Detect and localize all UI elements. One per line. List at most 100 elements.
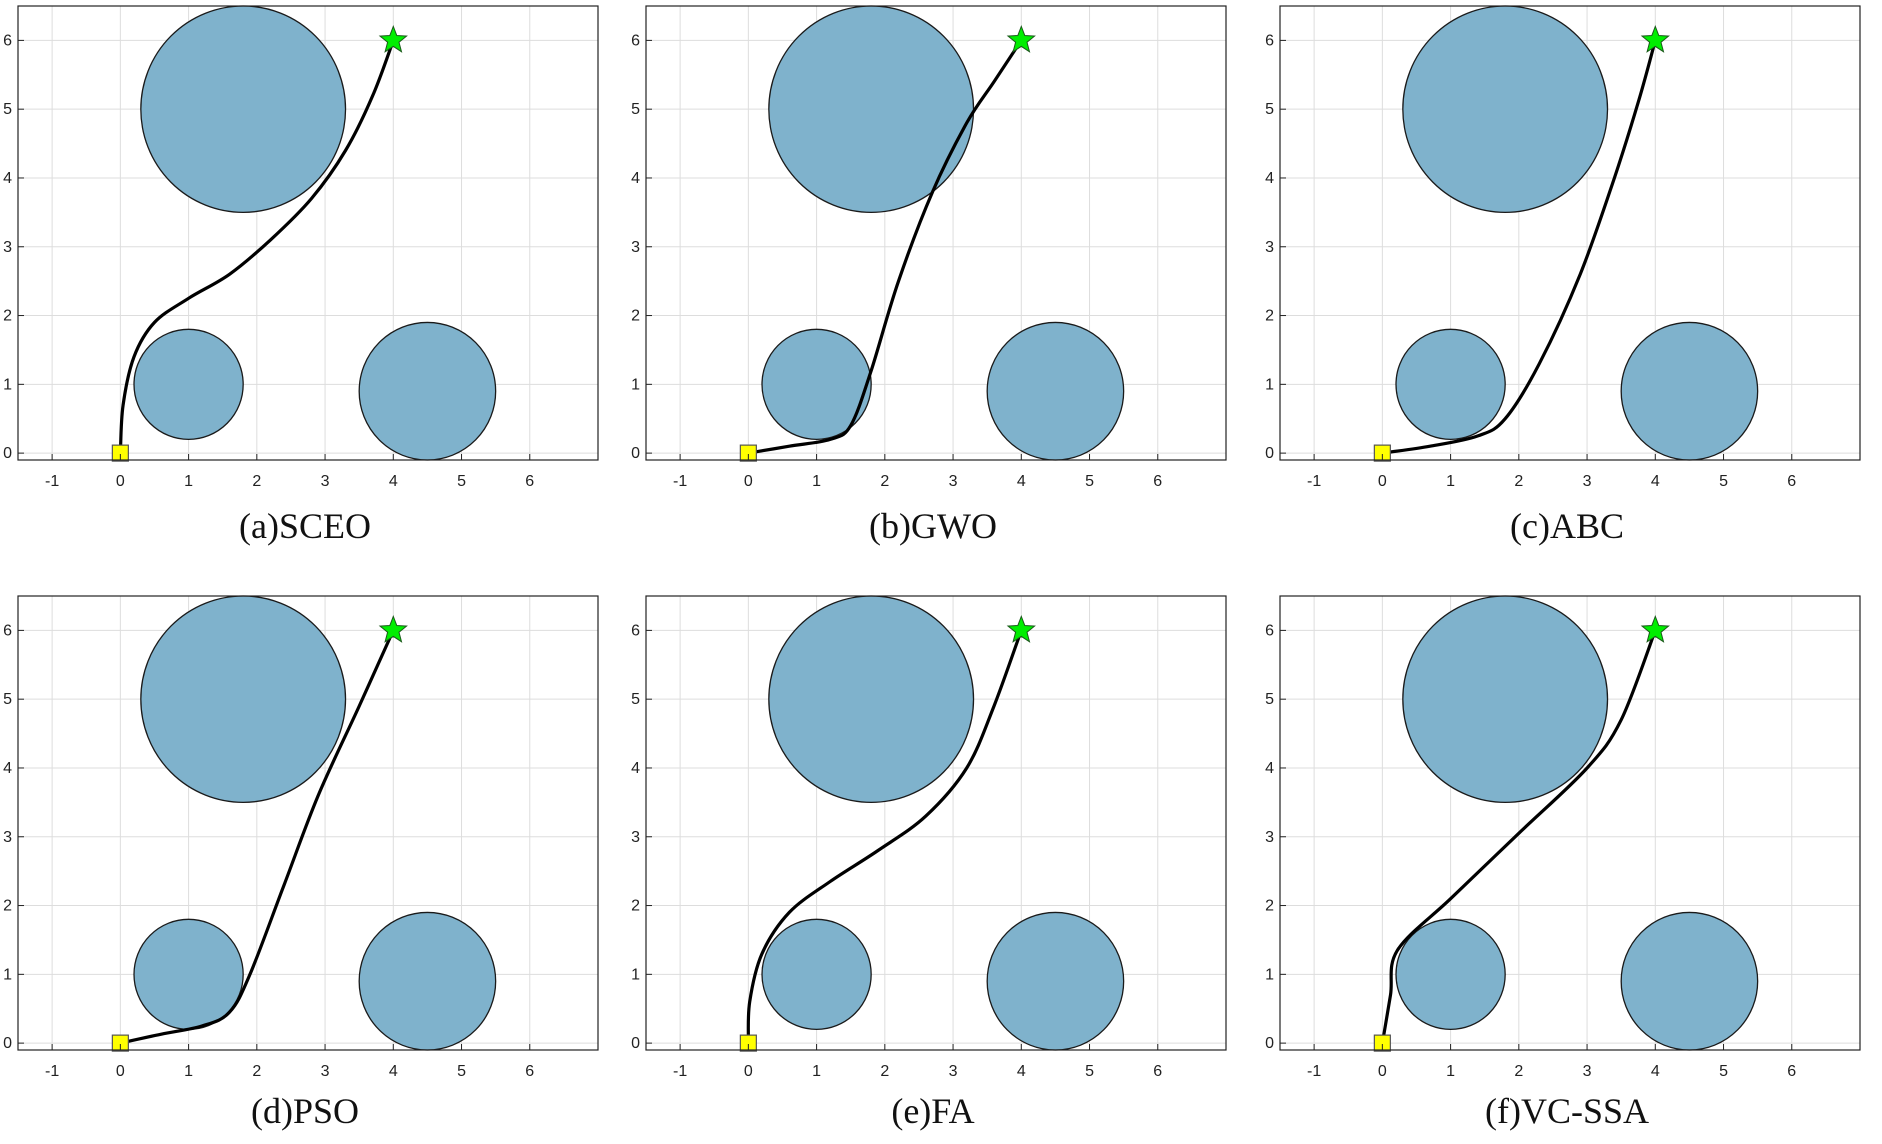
start-marker <box>739 1034 757 1052</box>
plot-b: -1 0 1 2 3 4 5 6 0 1 2 3 4 5 6 <box>631 5 1227 490</box>
y-tick-label: 5 <box>3 101 12 118</box>
x-tick-label: 1 <box>1446 473 1455 490</box>
y-tick-label: 5 <box>3 691 12 708</box>
obstacle-circle <box>986 911 1125 1051</box>
x-tick-label: 3 <box>321 1063 330 1080</box>
x-tick-label: 3 <box>949 473 958 490</box>
x-tick-label: 0 <box>1378 1063 1387 1080</box>
goal-star-marker <box>1006 25 1036 53</box>
x-tick-label: 2 <box>1514 1063 1523 1080</box>
obstacle-circle <box>761 918 872 1031</box>
axes-frame <box>1279 5 1861 461</box>
obstacle-circle <box>1620 911 1759 1051</box>
y-tick-label: 3 <box>3 239 12 256</box>
obstacle-circle <box>358 321 497 461</box>
obstacle-circle <box>140 5 347 214</box>
x-tick-label: 1 <box>184 1063 193 1080</box>
y-tick-label: 5 <box>1265 101 1274 118</box>
y-tick-label: 0 <box>3 445 12 462</box>
x-tick-label: 3 <box>321 473 330 490</box>
y-tick-label: 2 <box>1265 898 1274 915</box>
obstacle-circle <box>768 5 975 214</box>
path-line <box>746 628 1023 1045</box>
x-tick-label: -1 <box>45 473 59 490</box>
x-tick-label: 4 <box>389 473 398 490</box>
x-tick-label: 2 <box>252 473 261 490</box>
axes-frame <box>17 5 599 461</box>
x-tick-label: 6 <box>1153 473 1162 490</box>
y-tick-label: 5 <box>631 101 640 118</box>
y-tick-label: 4 <box>631 760 640 777</box>
x-tick-label: 5 <box>457 473 466 490</box>
x-tick-label: 0 <box>744 473 753 490</box>
path-line <box>118 38 395 455</box>
x-tick-label: 6 <box>525 1063 534 1080</box>
y-tick-label: 3 <box>631 829 640 846</box>
y-tick-label: 3 <box>631 239 640 256</box>
axes-frame <box>645 595 1227 1051</box>
x-tick-label: 1 <box>1446 1063 1455 1080</box>
x-tick-label: 1 <box>812 473 821 490</box>
y-tick-label: 5 <box>1265 691 1274 708</box>
y-tick-label: 1 <box>3 966 12 983</box>
x-tick-label: 6 <box>525 473 534 490</box>
x-tick-label: 3 <box>949 1063 958 1080</box>
x-tick-label: 0 <box>116 1063 125 1080</box>
obstacle-circle <box>133 328 244 441</box>
x-tick-label: 2 <box>880 1063 889 1080</box>
x-tick-label: 1 <box>184 473 193 490</box>
y-tick-label: 0 <box>631 1035 640 1052</box>
start-marker <box>111 444 129 462</box>
y-tick-label: 5 <box>631 691 640 708</box>
x-tick-label: 4 <box>389 1063 398 1080</box>
axes-frame <box>1279 595 1861 1051</box>
y-tick-label: 0 <box>1265 445 1274 462</box>
plot-c: -1 0 1 2 3 4 5 6 0 1 2 3 4 5 6 <box>1265 5 1861 490</box>
goal-star-marker <box>1640 25 1670 53</box>
y-tick-label: 6 <box>1265 622 1274 639</box>
obstacle-circle <box>761 328 872 441</box>
x-tick-label: 5 <box>457 1063 466 1080</box>
x-tick-label: -1 <box>673 473 687 490</box>
obstacle-circle <box>768 595 975 804</box>
x-tick-label: 2 <box>1514 473 1523 490</box>
x-tick-label: 1 <box>812 1063 821 1080</box>
x-tick-label: -1 <box>1307 1063 1321 1080</box>
y-tick-label: 4 <box>631 170 640 187</box>
obstacle-circle <box>1402 595 1609 804</box>
y-tick-label: 1 <box>3 376 12 393</box>
x-tick-label: 6 <box>1787 1063 1796 1080</box>
panel-f: -1 0 1 2 3 4 5 6 0 1 2 3 4 5 6 (f)VC-SSA <box>1262 590 1872 1144</box>
y-tick-label: 6 <box>1265 32 1274 49</box>
x-tick-label: 6 <box>1153 1063 1162 1080</box>
x-tick-label: -1 <box>1307 473 1321 490</box>
y-tick-label: 1 <box>1265 966 1274 983</box>
y-tick-label: 4 <box>1265 170 1274 187</box>
y-tick-label: 4 <box>3 760 12 777</box>
plot-e: -1 0 1 2 3 4 5 6 0 1 2 3 4 5 6 <box>631 595 1227 1080</box>
x-tick-label: 5 <box>1085 473 1094 490</box>
y-tick-label: 0 <box>3 1035 12 1052</box>
plot-a: -1 0 1 2 3 4 5 6 0 1 2 3 4 5 6 <box>3 5 599 490</box>
start-marker <box>739 444 757 462</box>
y-tick-label: 0 <box>631 445 640 462</box>
caption-a: (a)SCEO <box>239 506 371 546</box>
y-tick-label: 6 <box>631 32 640 49</box>
axes-frame <box>645 5 1227 461</box>
y-tick-label: 0 <box>1265 1035 1274 1052</box>
obstacle-circle <box>358 911 497 1051</box>
y-tick-label: 4 <box>1265 760 1274 777</box>
y-tick-label: 3 <box>1265 239 1274 256</box>
goal-star-marker <box>378 25 408 53</box>
start-marker <box>1373 444 1391 462</box>
x-tick-label: 5 <box>1719 1063 1728 1080</box>
y-tick-label: 6 <box>631 622 640 639</box>
obstacle-circle <box>1395 328 1506 441</box>
y-tick-label: 2 <box>631 308 640 325</box>
y-tick-label: 2 <box>3 308 12 325</box>
obstacle-circle <box>140 595 347 804</box>
obstacle-circle <box>1620 321 1759 461</box>
plot-f: -1 0 1 2 3 4 5 6 0 1 2 3 4 5 6 <box>1265 595 1861 1080</box>
path-line <box>1380 38 1657 455</box>
y-tick-label: 6 <box>3 32 12 49</box>
